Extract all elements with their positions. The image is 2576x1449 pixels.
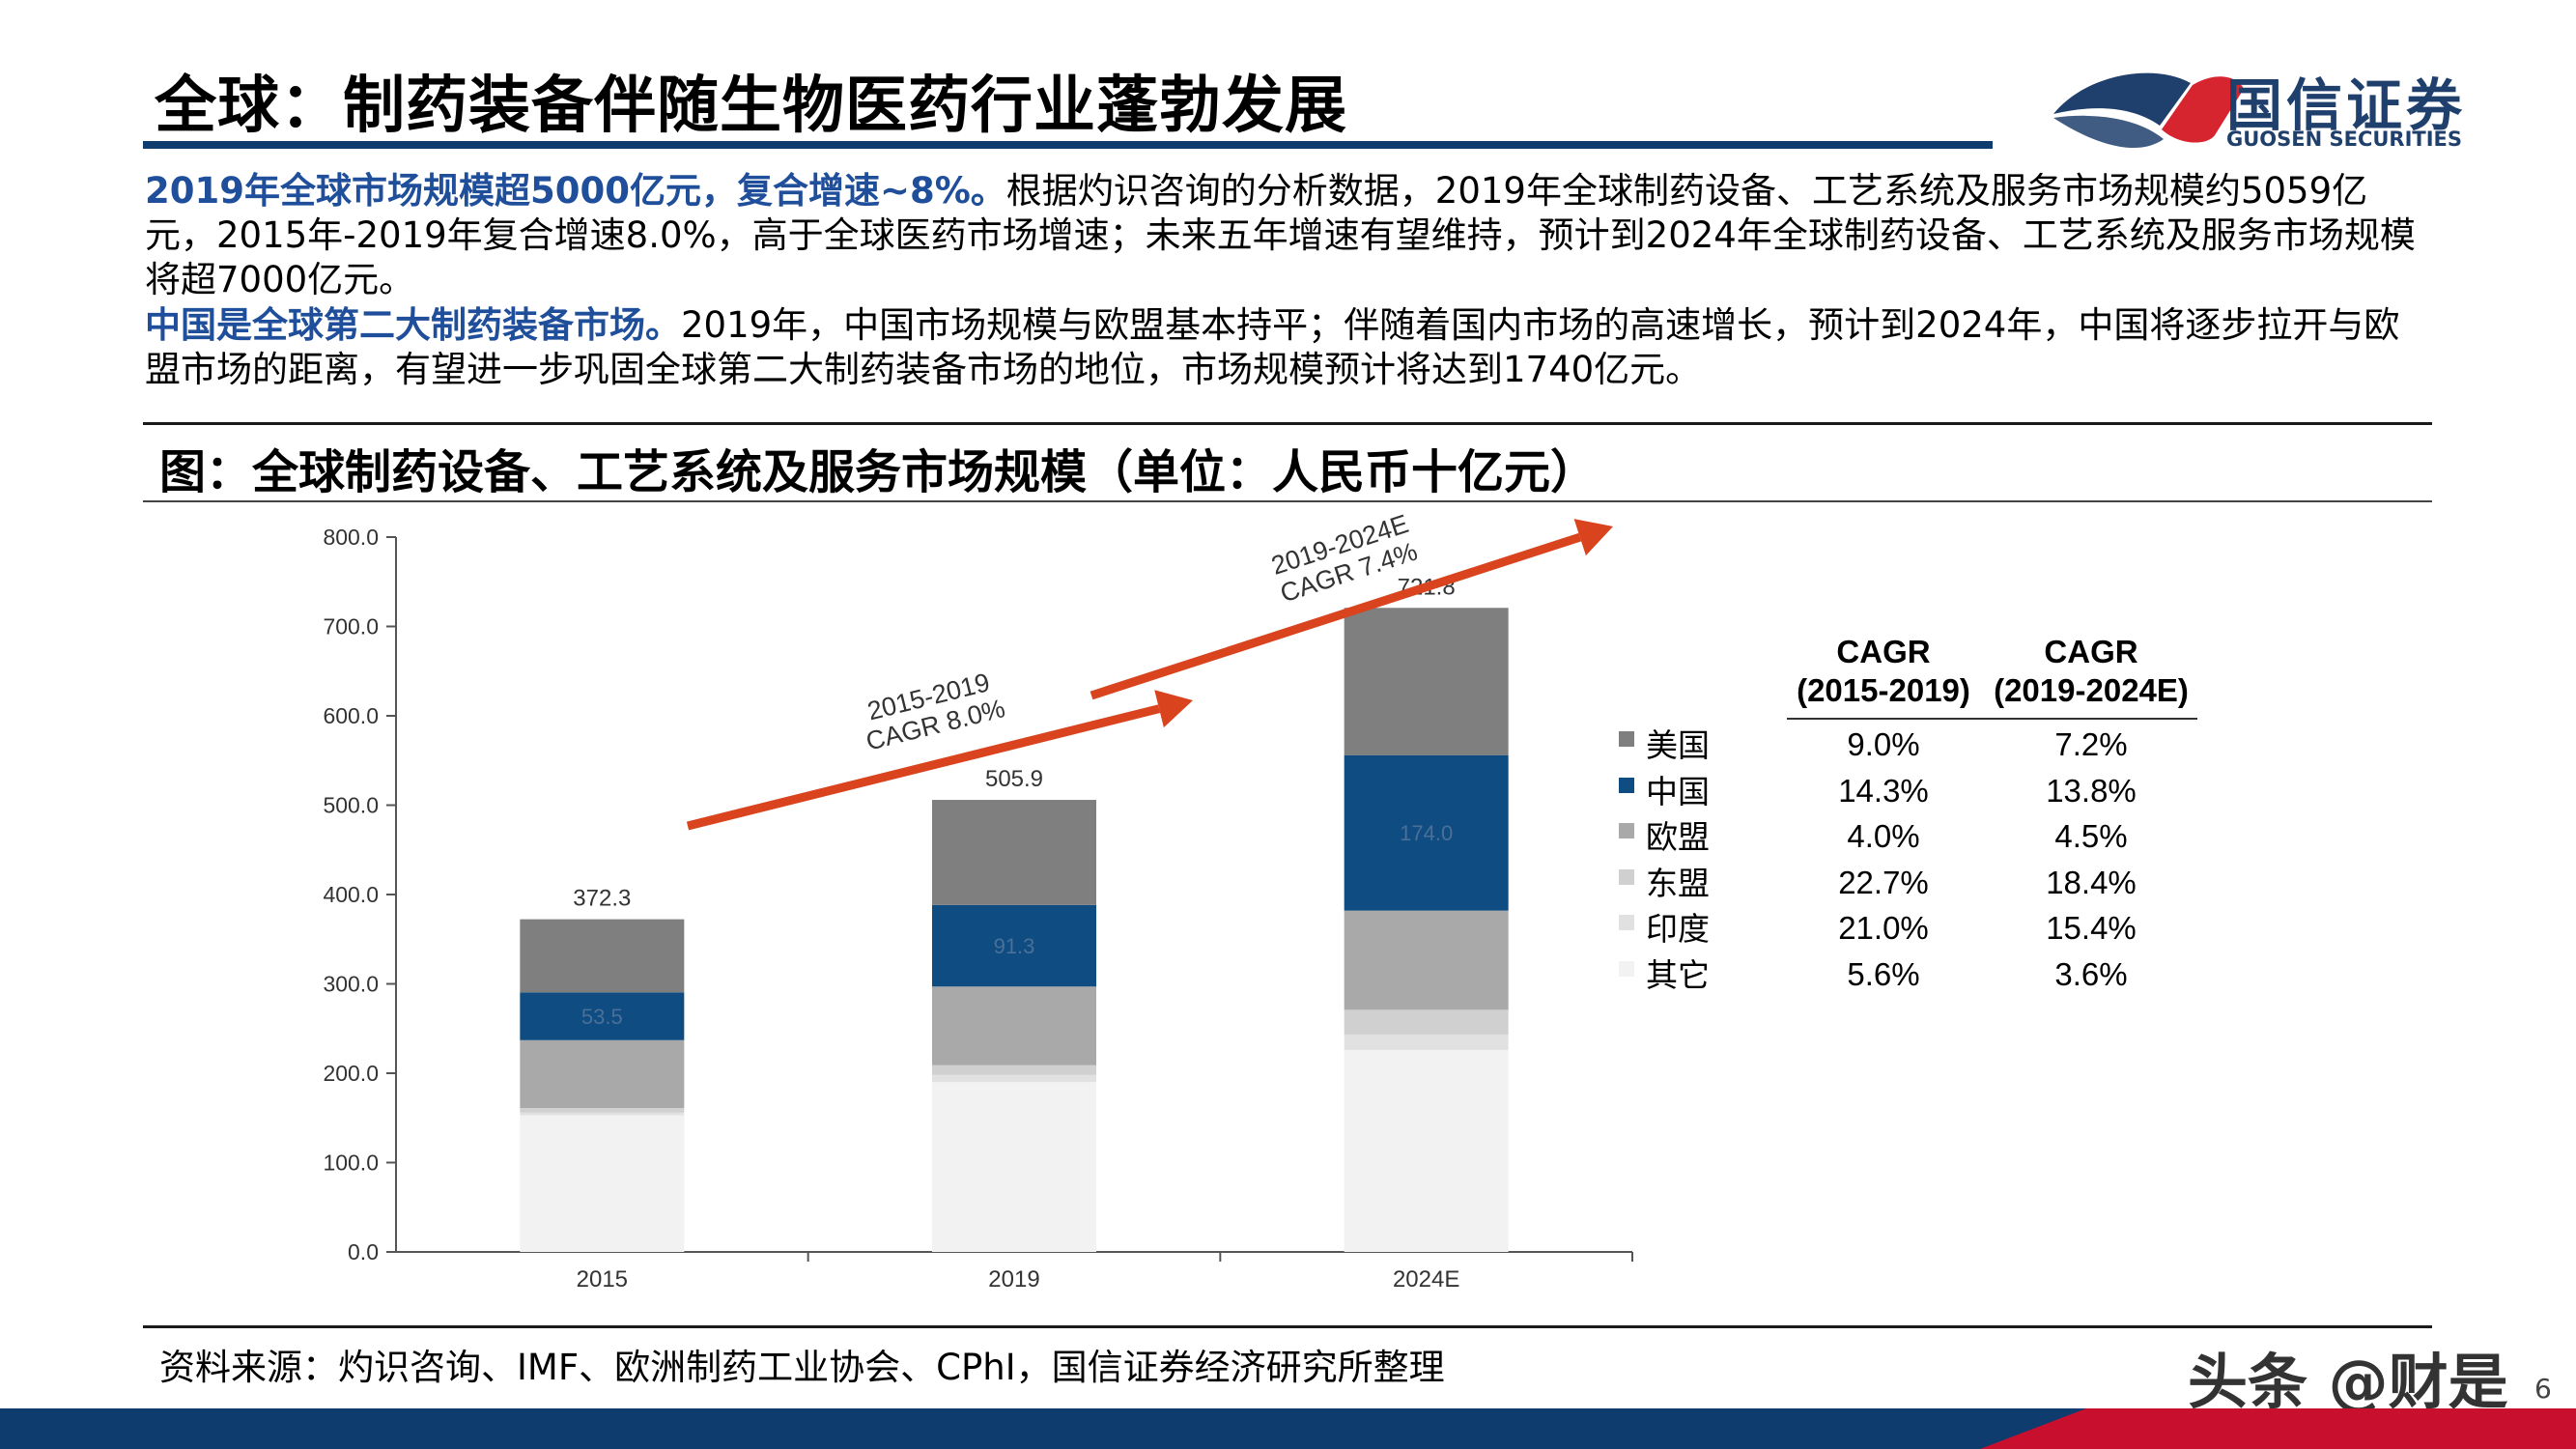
legend-label: 欧盟	[1646, 818, 1710, 856]
data-label: 174.0	[1400, 821, 1453, 845]
x-tick-label: 2024E	[1393, 1266, 1459, 1293]
paragraph-1-highlight: 2019年全球市场规模超5000亿元，复合增速~8%。	[145, 170, 1006, 212]
legend-label: 其它	[1646, 955, 1710, 994]
legend-label: 美国	[1646, 726, 1710, 764]
y-tick-label: 800.0	[323, 525, 379, 550]
table-cell: 9.0%	[1847, 726, 1920, 762]
figure-title-rule	[143, 500, 2432, 502]
bar-segment	[1344, 1009, 1509, 1036]
y-tick-label: 600.0	[323, 703, 379, 728]
y-tick-label: 200.0	[323, 1061, 379, 1086]
table-cell: 13.8%	[2046, 772, 2137, 809]
y-tick-label: 700.0	[323, 614, 379, 639]
x-tick-label: 2019	[988, 1266, 1039, 1293]
paragraph-1-text: 根据灼识咨询的分析数据，2019年全球制药设备、工艺系统及服务市场规模约5059…	[145, 170, 2416, 300]
bar-segment	[932, 1065, 1096, 1075]
table-header-line: (2019-2024E)	[1994, 672, 2189, 708]
page-number: 6	[2534, 1373, 2552, 1405]
legend-swatch	[1619, 960, 1634, 977]
logo-text-cn: 国信证券	[2226, 72, 2467, 138]
source-rule	[143, 1325, 2432, 1328]
title-underline	[143, 141, 1993, 149]
table-cell: 14.3%	[1838, 772, 1929, 809]
table-cell: 18.4%	[2046, 864, 2137, 900]
bar-segment	[1344, 910, 1509, 1010]
chart-legend: 美国中国欧盟东盟印度其它	[1613, 720, 1777, 994]
table-header-rule	[1787, 718, 2197, 720]
table-cell: 3.6%	[2054, 955, 2128, 992]
bar-segment	[1344, 1035, 1509, 1050]
bar-segment	[520, 1039, 685, 1109]
logo-text-en: GUOSEN SECURITIES	[2226, 128, 2463, 151]
figure-title: 图：全球制药设备、工艺系统及服务市场规模（单位：人民币十亿元）	[159, 445, 1598, 499]
table-cell: 15.4%	[2046, 910, 2137, 946]
table-cell: 22.7%	[1838, 864, 1929, 900]
table-cell: 4.0%	[1847, 818, 1920, 854]
table-cell: 21.0%	[1838, 910, 1929, 946]
bar-segment	[520, 1112, 685, 1116]
y-tick-label: 0.0	[348, 1239, 379, 1264]
stacked-bar-chart: 0.0 100.0 200.0 300.0 400.0 500.0 600.0 700.0 80…	[323, 512, 1633, 1293]
paragraph-2-text: 2019年，中国市场规模与欧盟基本持平；伴随着国内市场的高速增长，预计到2024…	[145, 304, 2400, 390]
table-cell: 4.5%	[2054, 818, 2128, 854]
legend-swatch	[1619, 777, 1634, 793]
legend-label: 东盟	[1646, 864, 1710, 902]
watermark: 头条 @财是	[2188, 1347, 2508, 1417]
legend-swatch	[1619, 731, 1634, 747]
bar-segment	[932, 800, 1096, 905]
table-header: CAGR (2015-2019)	[1777, 633, 1990, 710]
growth-arrow-head	[1154, 690, 1193, 728]
y-tick-label: 400.0	[323, 882, 379, 907]
bar-segment	[1344, 608, 1509, 755]
table-header: CAGR (2019-2024E)	[1985, 633, 2197, 710]
legend-swatch	[1619, 868, 1634, 885]
guosen-logo-icon	[2053, 72, 2244, 149]
bar-segment	[932, 986, 1096, 1065]
bar-segment	[520, 919, 685, 993]
growth-arrow-shaft	[686, 704, 1161, 831]
table-header-line: (2015-2019)	[1797, 672, 1970, 708]
table-cell: 5.6%	[1847, 955, 1920, 992]
bar-segment	[520, 1115, 685, 1252]
data-label: 53.5	[581, 1005, 623, 1029]
y-tick-label: 500.0	[323, 793, 379, 818]
data-label: 91.3	[994, 934, 1035, 958]
growth-arrow-shaft	[1090, 532, 1582, 700]
table-cell: 7.2%	[2054, 726, 2128, 762]
legend-label: 中国	[1646, 772, 1710, 810]
bar-segment	[932, 1074, 1096, 1083]
legend-swatch	[1619, 823, 1634, 838]
legend-swatch	[1619, 915, 1634, 930]
footer-bar	[0, 1408, 2576, 1449]
x-tick-label: 2015	[577, 1266, 628, 1293]
table-header-line: CAGR	[2044, 634, 2138, 669]
total-label: 505.9	[985, 766, 1043, 792]
table-header-line: CAGR	[1836, 634, 1931, 669]
figure-top-rule	[143, 422, 2432, 425]
bar-segment	[932, 1082, 1096, 1252]
bar-segment	[520, 1108, 685, 1113]
growth-arrow-head	[1573, 519, 1613, 556]
bar-segment	[1344, 754, 1509, 911]
legend-label: 印度	[1646, 910, 1710, 948]
paragraph-1: 2019年全球市场规模超5000亿元，复合增速~8%。根据灼识咨询的分析数据，2…	[145, 169, 2434, 302]
total-label: 372.3	[573, 886, 631, 912]
cagr-table: CAGR (2015-2019) CAGR (2019-2024E) 9.0% 7.2% 1…	[1777, 633, 2212, 1000]
y-tick-label: 100.0	[323, 1151, 379, 1176]
page-title: 全球：制药装备伴随生物医药行业蓬勃发展	[155, 71, 1347, 142]
paragraph-2-highlight: 中国是全球第二大制药装备市场。	[145, 304, 681, 346]
paragraph-2: 中国是全球第二大制药装备市场。2019年，中国市场规模与欧盟基本持平；伴随着国内…	[145, 303, 2434, 392]
y-tick-label: 300.0	[323, 972, 379, 997]
bar-segment	[932, 904, 1096, 987]
source-note: 资料来源：灼识咨询、IMF、欧洲制药工业协会、CPhI，国信证券经济研究所整理	[159, 1347, 1445, 1388]
bar-segment	[1344, 1049, 1509, 1252]
bar-segment	[520, 992, 685, 1040]
